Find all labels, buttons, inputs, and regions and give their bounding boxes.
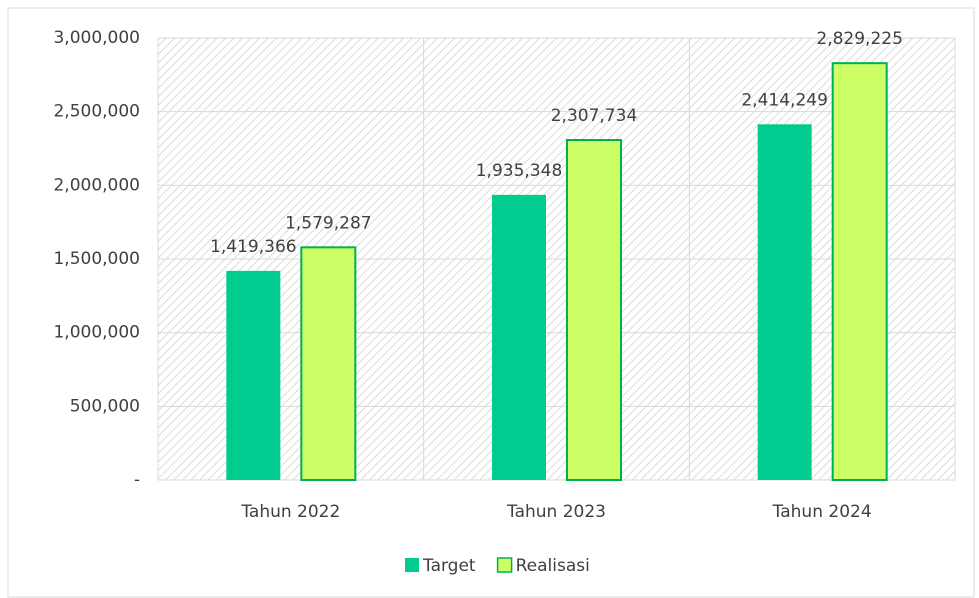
y-tick-label: 2,500,000	[53, 102, 140, 122]
y-tick-label: 2,000,000	[53, 175, 140, 195]
legend-swatch	[405, 558, 419, 572]
x-tick-label: Tahun 2024	[772, 502, 872, 522]
x-tick-label: Tahun 2022	[240, 502, 340, 522]
bar	[300, 246, 357, 481]
bar	[757, 124, 812, 480]
bar	[226, 270, 281, 480]
y-tick-label: 1,500,000	[53, 249, 140, 269]
data-label: 2,829,225	[816, 29, 903, 49]
data-label: 2,414,249	[741, 90, 828, 110]
x-tick-label: Tahun 2023	[506, 502, 606, 522]
y-tick-label: 1,000,000	[53, 323, 140, 343]
legend-swatch	[496, 557, 513, 573]
legend-label: Target	[422, 556, 476, 576]
bar	[831, 62, 888, 481]
data-label: 2,307,734	[551, 106, 638, 126]
y-tick-label: -	[134, 470, 140, 490]
data-label: 1,419,366	[210, 237, 297, 257]
bar	[566, 138, 622, 481]
bar	[492, 194, 546, 480]
legend-label: Realisasi	[516, 556, 590, 576]
data-label: 1,579,287	[285, 213, 372, 233]
y-tick-label: 500,000	[70, 396, 140, 416]
y-tick-label: 3,000,000	[53, 28, 140, 48]
data-label: 1,935,348	[476, 161, 563, 181]
